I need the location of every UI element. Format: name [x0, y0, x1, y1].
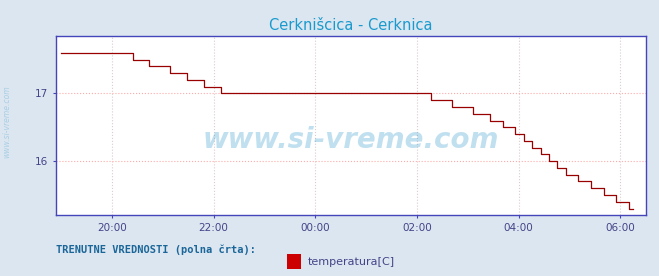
Text: temperatura[C]: temperatura[C] — [308, 256, 395, 267]
Text: TRENUTNE VREDNOSTI (polna črta):: TRENUTNE VREDNOSTI (polna črta): — [56, 244, 256, 254]
Title: Cerknišcica - Cerknica: Cerknišcica - Cerknica — [269, 18, 433, 33]
Text: www.si-vreme.com: www.si-vreme.com — [2, 85, 11, 158]
Text: www.si-vreme.com: www.si-vreme.com — [203, 126, 499, 154]
